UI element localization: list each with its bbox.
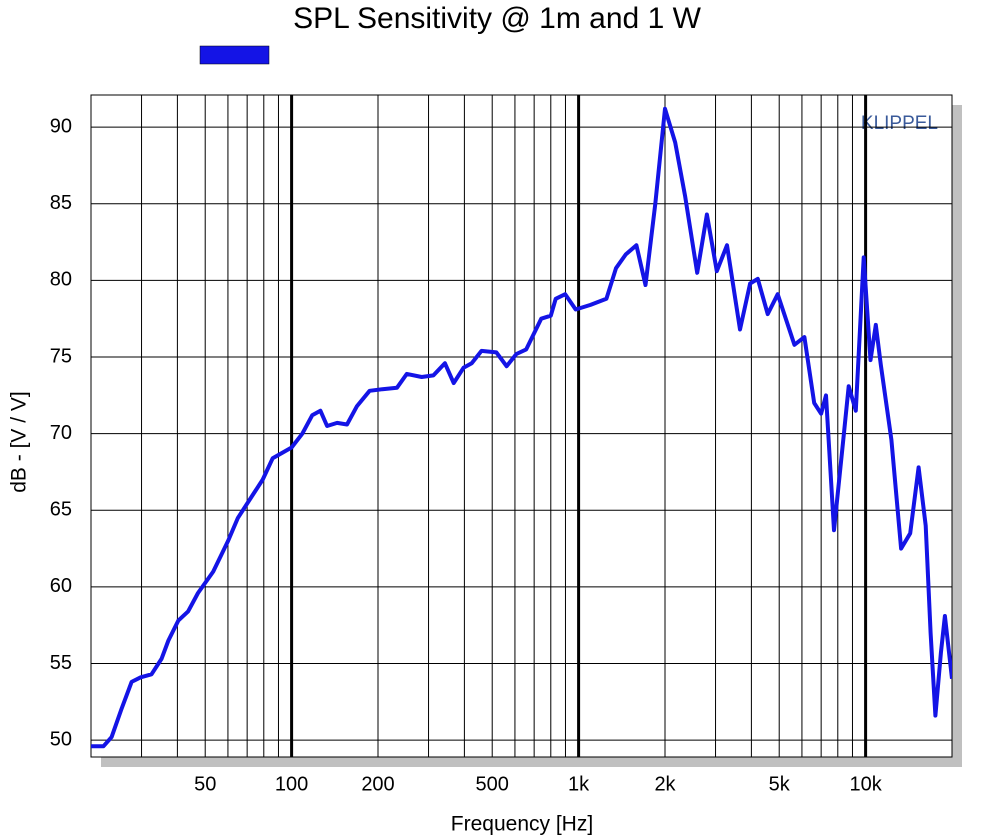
- y-tick-label: 50: [50, 728, 72, 750]
- y-tick-label: 60: [50, 575, 72, 597]
- y-tick-label: 90: [50, 115, 72, 137]
- y-tick-label: 85: [50, 192, 72, 214]
- x-tick-label: 100: [275, 773, 308, 795]
- annotation: KLIPPEL: [861, 113, 938, 134]
- y-tick-label: 80: [50, 269, 72, 291]
- x-tick-label: 50: [194, 773, 216, 795]
- legend-swatch: [199, 45, 270, 65]
- x-tick-label: 10k: [849, 773, 882, 795]
- x-axis-label: Frequency [Hz]: [451, 813, 593, 836]
- data-line: [91, 106, 952, 749]
- x-tick-label: 1k: [568, 773, 590, 795]
- y-tick-label: 55: [50, 652, 72, 674]
- x-tick-label: 500: [476, 773, 509, 795]
- x-tick-label: 200: [361, 773, 394, 795]
- x-tick-label: 5k: [769, 773, 791, 795]
- y-axis-label: dB - [V / V]: [8, 391, 31, 493]
- y-tick-label: 65: [50, 499, 72, 521]
- x-tick-label: 2k: [654, 773, 676, 795]
- y-tick-label: 75: [50, 345, 72, 367]
- chart-title: SPL Sensitivity @ 1m and 1 W: [293, 2, 702, 35]
- y-tick-label: 70: [50, 422, 72, 444]
- plot-area: [90, 94, 953, 758]
